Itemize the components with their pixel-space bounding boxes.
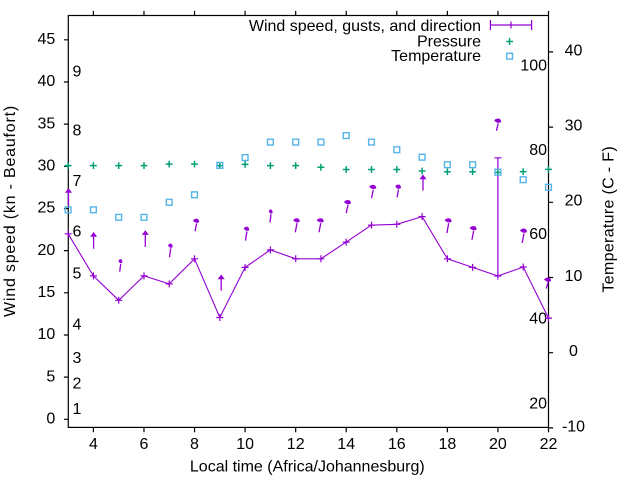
svg-text:5: 5 bbox=[46, 368, 55, 385]
svg-text:9: 9 bbox=[73, 63, 82, 80]
svg-text:20: 20 bbox=[565, 193, 583, 210]
svg-text:5: 5 bbox=[73, 266, 82, 283]
svg-text:40: 40 bbox=[38, 73, 56, 90]
svg-text:6: 6 bbox=[73, 224, 82, 241]
svg-text:0: 0 bbox=[46, 411, 55, 428]
svg-text:30: 30 bbox=[565, 118, 583, 135]
svg-text:7: 7 bbox=[73, 173, 82, 190]
svg-text:Temperature (C - F): Temperature (C - F) bbox=[601, 146, 618, 293]
svg-text:Wind speed, gusts, and directi: Wind speed, gusts, and direction bbox=[249, 18, 481, 35]
svg-text:10: 10 bbox=[565, 268, 583, 285]
svg-text:16: 16 bbox=[388, 436, 406, 453]
svg-text:2: 2 bbox=[73, 375, 82, 392]
svg-text:10: 10 bbox=[38, 326, 56, 343]
svg-text:Temperature: Temperature bbox=[391, 48, 481, 65]
svg-text:Pressure: Pressure bbox=[417, 33, 481, 50]
svg-text:80: 80 bbox=[529, 142, 547, 159]
svg-text:30: 30 bbox=[38, 158, 56, 175]
svg-text:6: 6 bbox=[140, 436, 149, 453]
svg-text:40: 40 bbox=[529, 311, 547, 328]
svg-text:10: 10 bbox=[236, 436, 254, 453]
svg-text:4: 4 bbox=[73, 316, 82, 333]
svg-text:-10: -10 bbox=[562, 418, 585, 435]
svg-text:35: 35 bbox=[38, 115, 56, 132]
svg-text:22: 22 bbox=[540, 436, 558, 453]
svg-text:40: 40 bbox=[565, 42, 583, 59]
svg-text:3: 3 bbox=[73, 350, 82, 367]
svg-text:25: 25 bbox=[38, 200, 56, 217]
svg-text:60: 60 bbox=[529, 226, 547, 243]
svg-text:4: 4 bbox=[89, 436, 98, 453]
svg-text:20: 20 bbox=[489, 436, 507, 453]
svg-text:8: 8 bbox=[73, 122, 82, 139]
svg-text:8: 8 bbox=[190, 436, 199, 453]
svg-text:20: 20 bbox=[529, 395, 547, 412]
svg-text:14: 14 bbox=[337, 436, 355, 453]
svg-text:1: 1 bbox=[73, 401, 82, 418]
svg-text:12: 12 bbox=[287, 436, 305, 453]
svg-text:15: 15 bbox=[38, 284, 56, 301]
svg-text:100: 100 bbox=[520, 57, 547, 74]
svg-text:45: 45 bbox=[38, 31, 56, 48]
svg-text:Wind speed (kn - Beaufort): Wind speed (kn - Beaufort) bbox=[2, 105, 19, 317]
svg-text:20: 20 bbox=[38, 242, 56, 259]
svg-text:Local time (Africa/Johannesbur: Local time (Africa/Johannesburg) bbox=[190, 459, 425, 476]
svg-text:18: 18 bbox=[439, 436, 457, 453]
svg-text:0: 0 bbox=[569, 343, 578, 360]
